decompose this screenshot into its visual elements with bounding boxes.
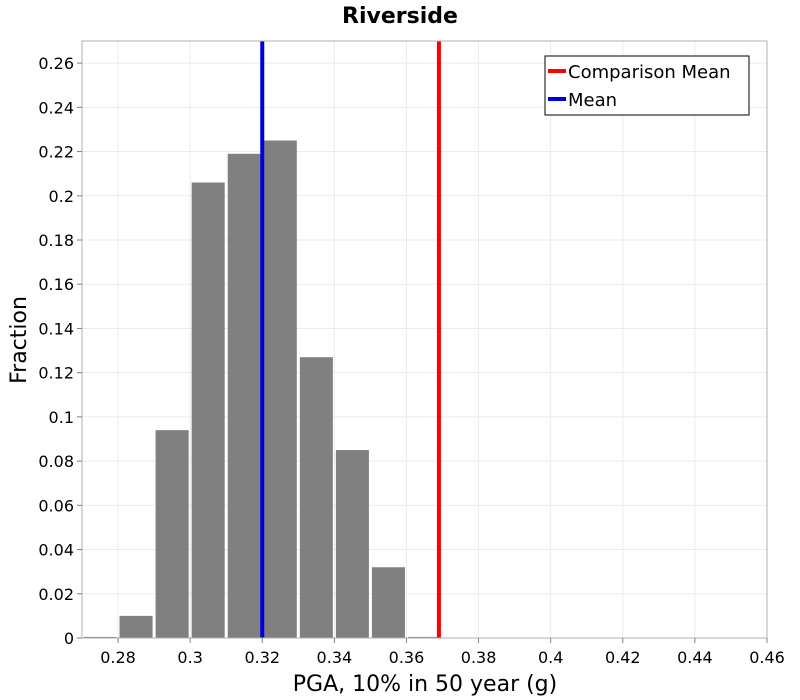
histogram-bar: [119, 615, 153, 638]
x-tick-label: 0.36: [389, 648, 425, 667]
legend-label-comparison-mean: Comparison Mean: [568, 62, 731, 83]
chart-title: Riverside: [342, 4, 458, 29]
y-tick-label: 0: [64, 629, 74, 648]
y-tick-label: 0.22: [38, 143, 74, 162]
histogram-bar: [263, 140, 297, 638]
y-tick-label: 0.02: [38, 585, 74, 604]
x-tick-label: 0.3: [177, 648, 202, 667]
y-tick-label: 0.14: [38, 319, 74, 338]
y-axis-ticks: 0 0.02 0.04 0.06 0.08 0.1 0.12 0.14 0.16 0.18 0.2 0…: [38, 54, 82, 648]
histogram-bar: [299, 357, 333, 638]
histogram-bar: [407, 636, 442, 638]
x-tick-label: 0.28: [100, 648, 136, 667]
histogram-bar: [155, 430, 189, 638]
legend: Comparison Mean Mean: [544, 55, 750, 116]
x-tick-label: 0.34: [317, 648, 353, 667]
histogram-bar: [83, 636, 117, 638]
x-tick-label: 0.42: [605, 648, 641, 667]
mean-lines: [260, 41, 441, 638]
histogram-bar: [227, 153, 261, 638]
y-axis-label: Fraction: [7, 296, 32, 384]
y-tick-label: 0.24: [38, 98, 74, 117]
y-tick-label: 0.12: [38, 364, 74, 383]
legend-box: [544, 55, 750, 116]
y-tick-label: 0.1: [49, 408, 74, 427]
y-tick-label: 0.08: [38, 452, 74, 471]
y-tick-label: 0.18: [38, 231, 74, 250]
x-tick-label: 0.46: [749, 648, 785, 667]
bars: [83, 140, 442, 638]
x-tick-label: 0.44: [677, 648, 713, 667]
y-tick-label: 0.06: [38, 496, 74, 515]
x-axis-label: PGA, 10% in 50 year (g): [293, 672, 557, 697]
y-tick-label: 0.2: [49, 187, 74, 206]
y-tick-label: 0.16: [38, 275, 74, 294]
y-tick-label: 0.04: [38, 541, 74, 560]
y-tick-label: 0.26: [38, 54, 74, 73]
histogram-bar: [191, 182, 225, 638]
x-axis-ticks: 0.28 0.3 0.32 0.34 0.36 0.38 0.4 0.42 0.44 0.46: [100, 638, 785, 667]
legend-label-mean: Mean: [568, 90, 617, 111]
x-tick-label: 0.4: [538, 648, 563, 667]
plot-frame: [81, 40, 768, 639]
x-tick-label: 0.38: [461, 648, 497, 667]
histogram-bar: [335, 450, 369, 638]
x-tick-label: 0.32: [244, 648, 280, 667]
histogram-bar: [371, 567, 405, 638]
